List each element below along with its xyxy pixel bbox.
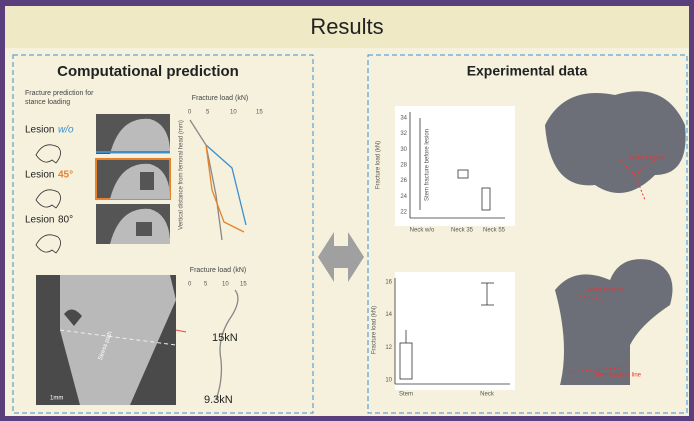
y-tick-label: 28: [400, 163, 407, 169]
scale-label: 1mm: [50, 396, 63, 402]
image-label: Stem fracture line: [594, 373, 642, 379]
plot-area: [395, 106, 515, 226]
image-label: Neck fracture: [588, 288, 624, 294]
y-tick-label: 12: [385, 345, 392, 351]
tick-label: 10: [222, 282, 229, 288]
y-tick-label: 14: [385, 312, 392, 318]
left-title: Computational prediction: [57, 63, 239, 80]
subtitle: stance loading: [25, 99, 70, 106]
tick-label: 15: [256, 110, 263, 116]
lesion-angle: 45°: [58, 170, 73, 181]
poster: Results Computational prediction Fractur…: [0, 0, 694, 421]
lesion-angle: 80°: [58, 215, 73, 226]
y-tick-label: 34: [400, 116, 407, 122]
y-tick-label: 26: [400, 178, 407, 184]
axis-title: Vertical distance from femoral head (mm): [179, 120, 185, 230]
tick-label: 10: [230, 110, 237, 116]
axis-title: Fracture load (kN): [372, 306, 378, 354]
right-title: Experimental data: [467, 63, 588, 79]
image-label: Neck fracture: [630, 156, 666, 162]
lesion-label: Lesion: [25, 170, 54, 181]
x-tick-label: Neck 55: [483, 228, 506, 234]
y-tick-label: 24: [400, 194, 407, 200]
x-tick-label: Neck 35: [451, 228, 474, 234]
subtitle: Fracture prediction for: [25, 90, 94, 97]
axis-title: Fracture load (kN): [190, 267, 246, 274]
annotation: 9.3kN: [204, 394, 233, 406]
annotation: 15kN: [212, 332, 238, 344]
annotation: Stem fracture before lesion: [425, 129, 431, 201]
plot-area: [395, 272, 515, 390]
y-tick-label: 32: [400, 131, 407, 137]
lesion-angle: w/o: [58, 125, 74, 136]
fe-images: [96, 114, 170, 244]
y-tick-label: 10: [385, 378, 392, 384]
tick-label: 15: [240, 282, 247, 288]
x-tick-label: Neck: [480, 392, 495, 398]
y-tick-label: 22: [400, 210, 407, 216]
page: {"header": {"title": "Results"}, "left":…: [0, 0, 694, 421]
axis-title: Fracture load (kN): [376, 141, 382, 189]
x-tick-label: Neck w/o: [410, 228, 435, 234]
lesion-label: Lesion: [25, 125, 54, 136]
axis-title: Fracture load (kN): [192, 95, 248, 102]
y-tick-label: 16: [385, 280, 392, 286]
x-tick-label: Stem: [399, 392, 413, 398]
lesion-label: Lesion: [25, 215, 54, 226]
header-title: Results: [310, 14, 383, 39]
y-tick-label: 30: [400, 147, 407, 153]
